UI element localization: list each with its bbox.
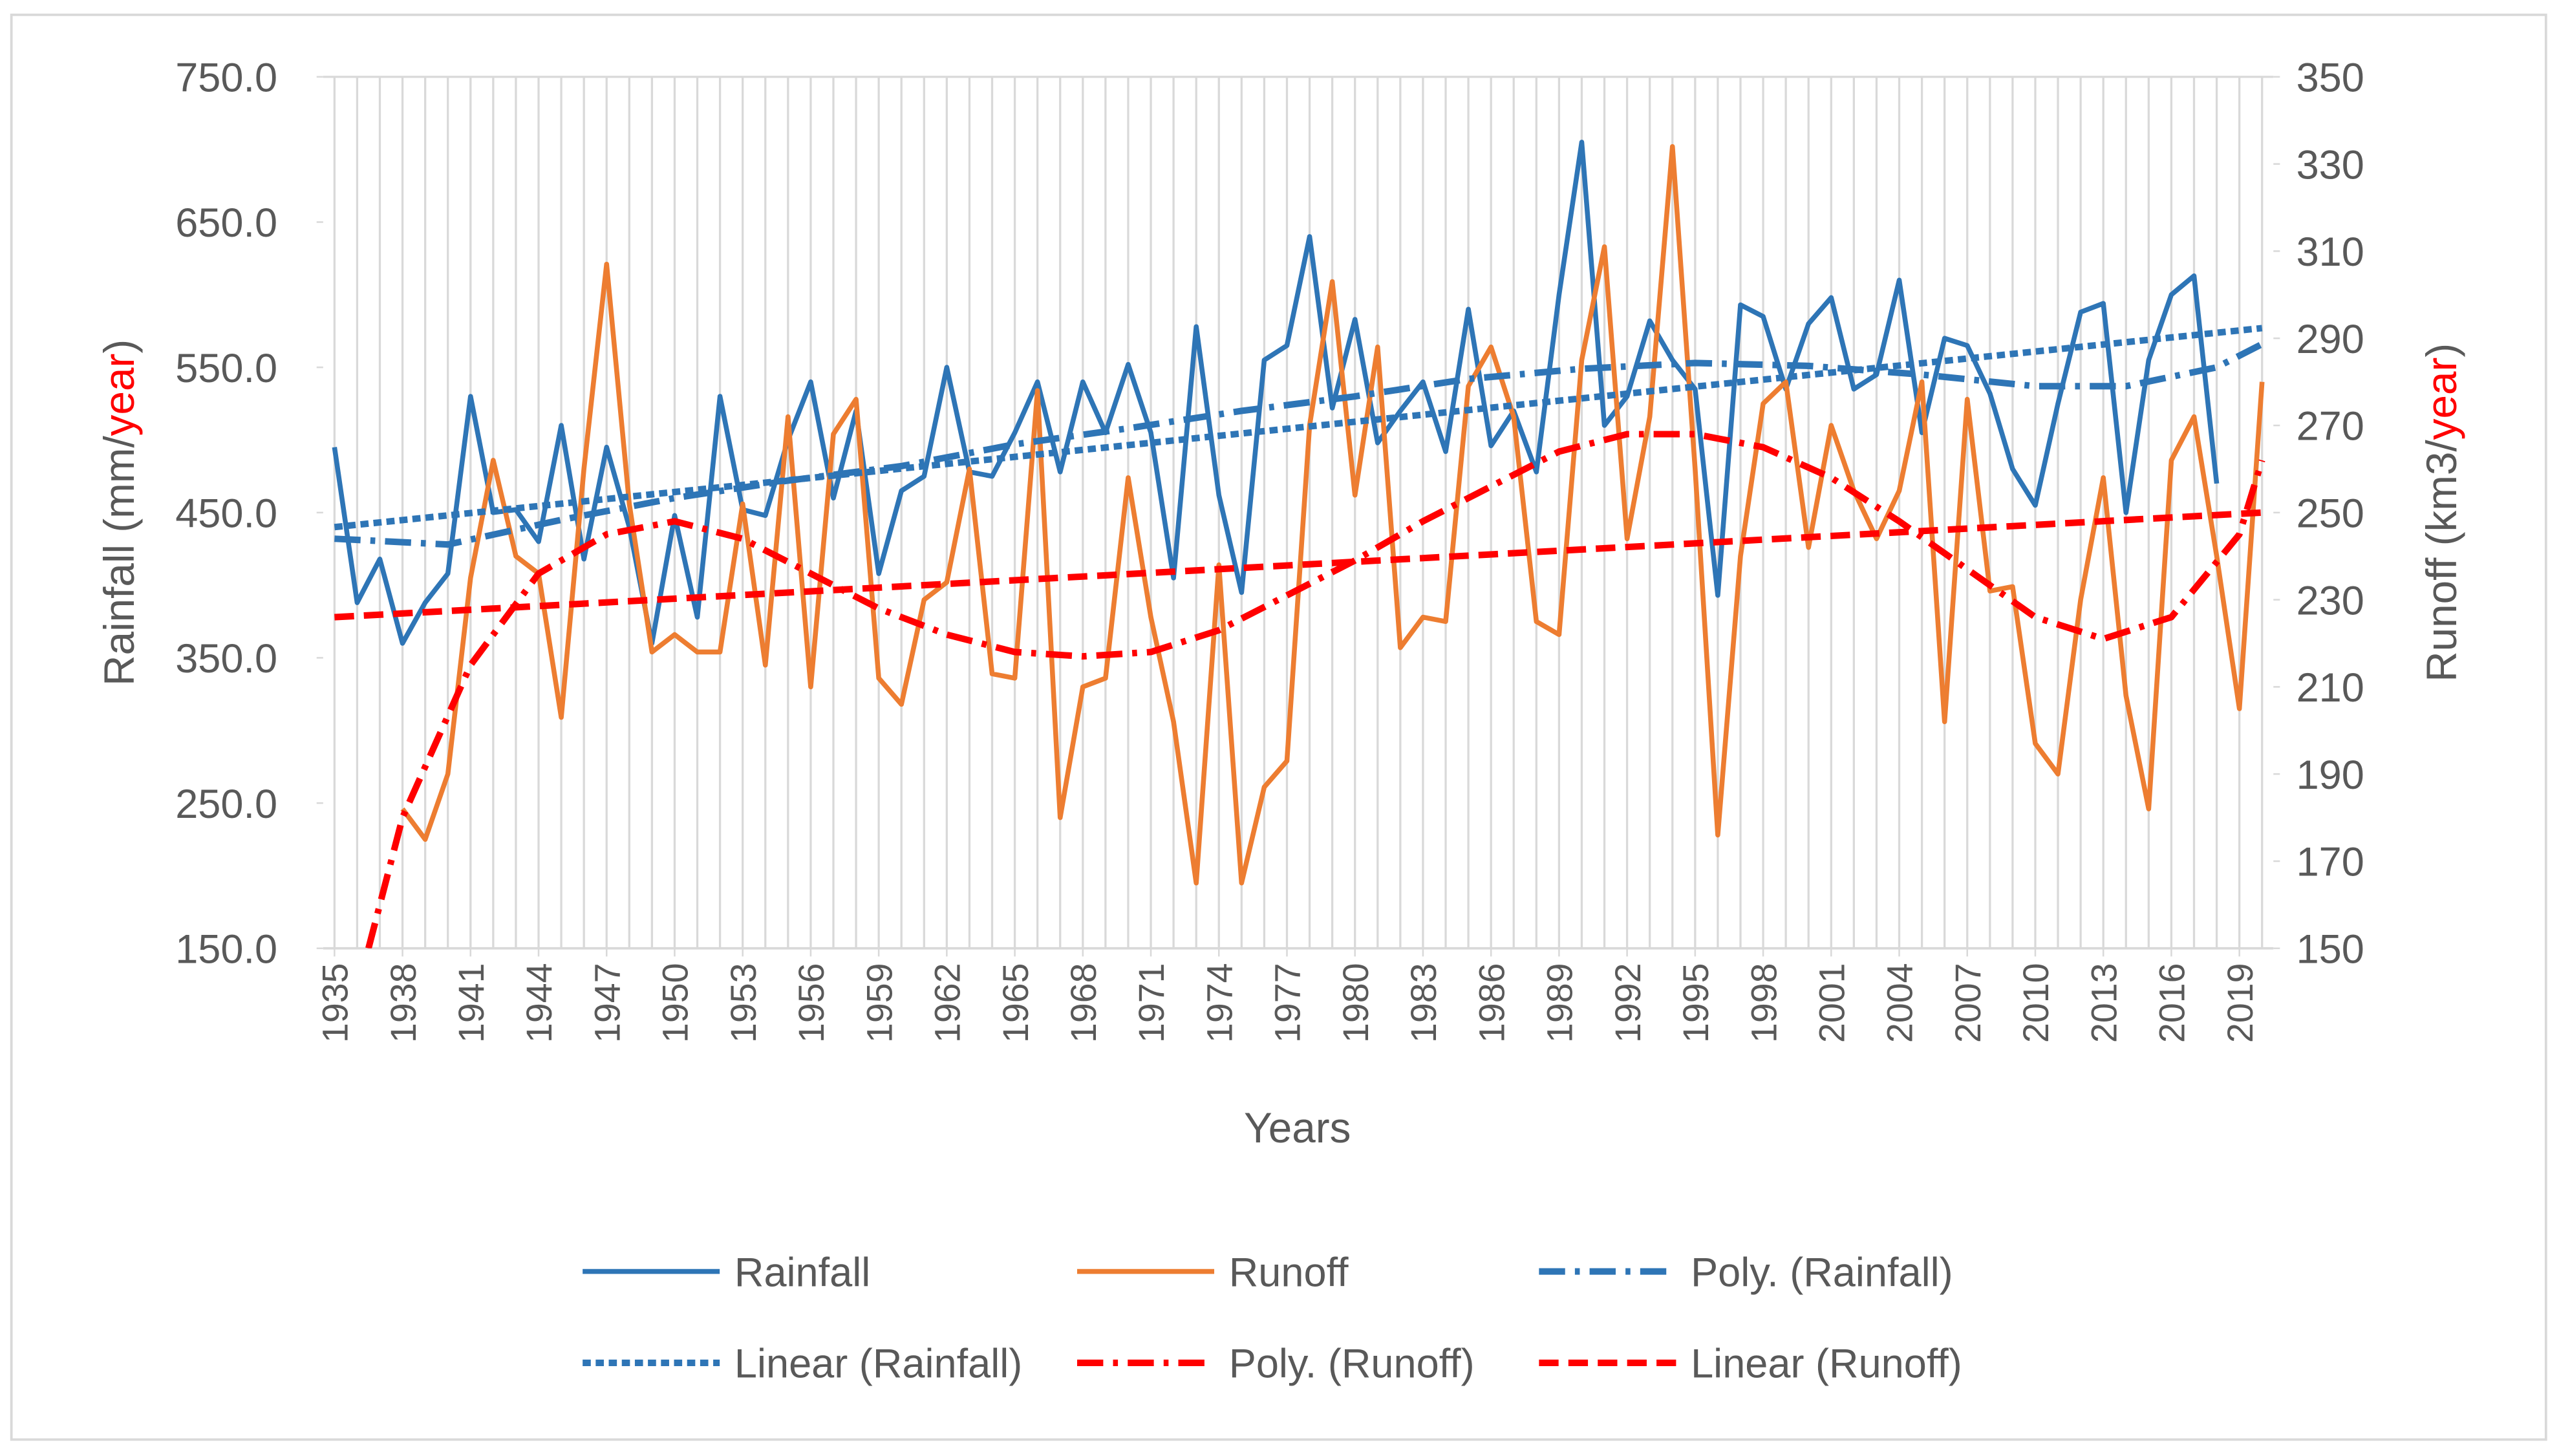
axis-title-part: year — [96, 354, 143, 436]
y2-tick-label: 290 — [2297, 317, 2364, 362]
x-tick-label: 1947 — [587, 963, 627, 1043]
x-tick-label: 1989 — [1540, 963, 1580, 1043]
x-tick-label: 1965 — [996, 963, 1036, 1043]
x-tick-label: 1953 — [723, 963, 764, 1043]
legend-label: Poly. (Rainfall) — [1691, 1250, 1953, 1295]
legend-label: Linear (Rainfall) — [734, 1342, 1022, 1387]
y2-tick-label: 350 — [2297, 56, 2364, 101]
y2-tick-label: 150 — [2297, 926, 2364, 972]
x-tick-label: 1944 — [519, 963, 559, 1043]
y-tick-label: 150.0 — [175, 926, 277, 972]
x-tick-label: 2013 — [2084, 963, 2124, 1043]
x-tick-label: 1959 — [859, 963, 899, 1043]
x-tick-label: 2007 — [1948, 963, 1988, 1043]
axis-title-part: Runoff (km3/ — [2418, 440, 2465, 682]
x-tick-label: 1950 — [656, 963, 696, 1043]
x-tick-label: 2010 — [2016, 963, 2056, 1043]
chart-border — [10, 14, 2547, 1441]
x-tick-label: 1968 — [1064, 963, 1104, 1043]
legend-label: Runoff — [1229, 1250, 1349, 1295]
y-tick-label: 550.0 — [175, 346, 277, 391]
y-tick-label: 450.0 — [175, 491, 277, 537]
series-line — [365, 431, 2265, 948]
x-tick-label: 1962 — [928, 963, 968, 1043]
legend-label: Rainfall — [734, 1250, 870, 1295]
legend-label: Linear (Runoff) — [1691, 1342, 1962, 1387]
x-tick-label: 2016 — [2152, 963, 2192, 1043]
legend-label: Poly. (Runoff) — [1229, 1342, 1475, 1387]
y2-tick-label: 170 — [2297, 840, 2364, 885]
series-line — [400, 144, 2265, 886]
series-line — [334, 325, 2263, 531]
x-tick-label: 1995 — [1676, 963, 1716, 1043]
x-tick-label: 1980 — [1336, 963, 1376, 1043]
plot-area — [332, 140, 2265, 948]
y2-tick-label: 250 — [2297, 491, 2364, 537]
y-tick-label: 250.0 — [175, 782, 277, 827]
y2-tick-label: 210 — [2297, 665, 2364, 711]
axis-title-part: Rainfall (mm/ — [96, 436, 143, 686]
x-tick-label: 1983 — [1404, 963, 1444, 1043]
axis-title-part: ) — [96, 339, 143, 354]
axis-title-part: year — [2418, 358, 2465, 440]
x-tick-label: 1977 — [1268, 963, 1308, 1043]
x-tick-label: 1986 — [1472, 963, 1512, 1043]
x-tick-label: 1974 — [1199, 963, 1239, 1043]
y-tick-label: 650.0 — [175, 200, 277, 246]
y2-axis-title: Runoff (km3/year) — [2418, 343, 2465, 682]
x-tick-label: 1935 — [316, 963, 356, 1043]
y-axis-title: Rainfall (mm/year) — [96, 339, 143, 686]
series-line — [334, 341, 2264, 548]
x-tick-label: 1971 — [1131, 963, 1172, 1043]
x-tick-label: 1998 — [1744, 963, 1784, 1043]
x-tick-label: 2004 — [1880, 963, 1920, 1043]
y2-tick-label: 330 — [2297, 142, 2364, 187]
x-tick-label: 1938 — [383, 963, 423, 1043]
y2-tick-label: 310 — [2297, 230, 2364, 275]
y-tick-label: 350.0 — [175, 636, 277, 681]
x-tick-label: 1956 — [791, 963, 831, 1043]
y2-tick-label: 190 — [2297, 753, 2364, 798]
x-tick-label: 2001 — [1812, 963, 1852, 1043]
x-axis-title: Years — [1244, 1104, 1351, 1151]
y2-tick-label: 270 — [2297, 404, 2364, 449]
x-tick-label: 1941 — [451, 963, 491, 1043]
axis-title-part: ) — [2418, 343, 2465, 358]
x-tick-label: 2019 — [2220, 963, 2260, 1043]
x-tick-label: 1992 — [1608, 963, 1648, 1043]
y2-tick-label: 230 — [2297, 578, 2364, 623]
y-tick-label: 750.0 — [175, 56, 277, 101]
